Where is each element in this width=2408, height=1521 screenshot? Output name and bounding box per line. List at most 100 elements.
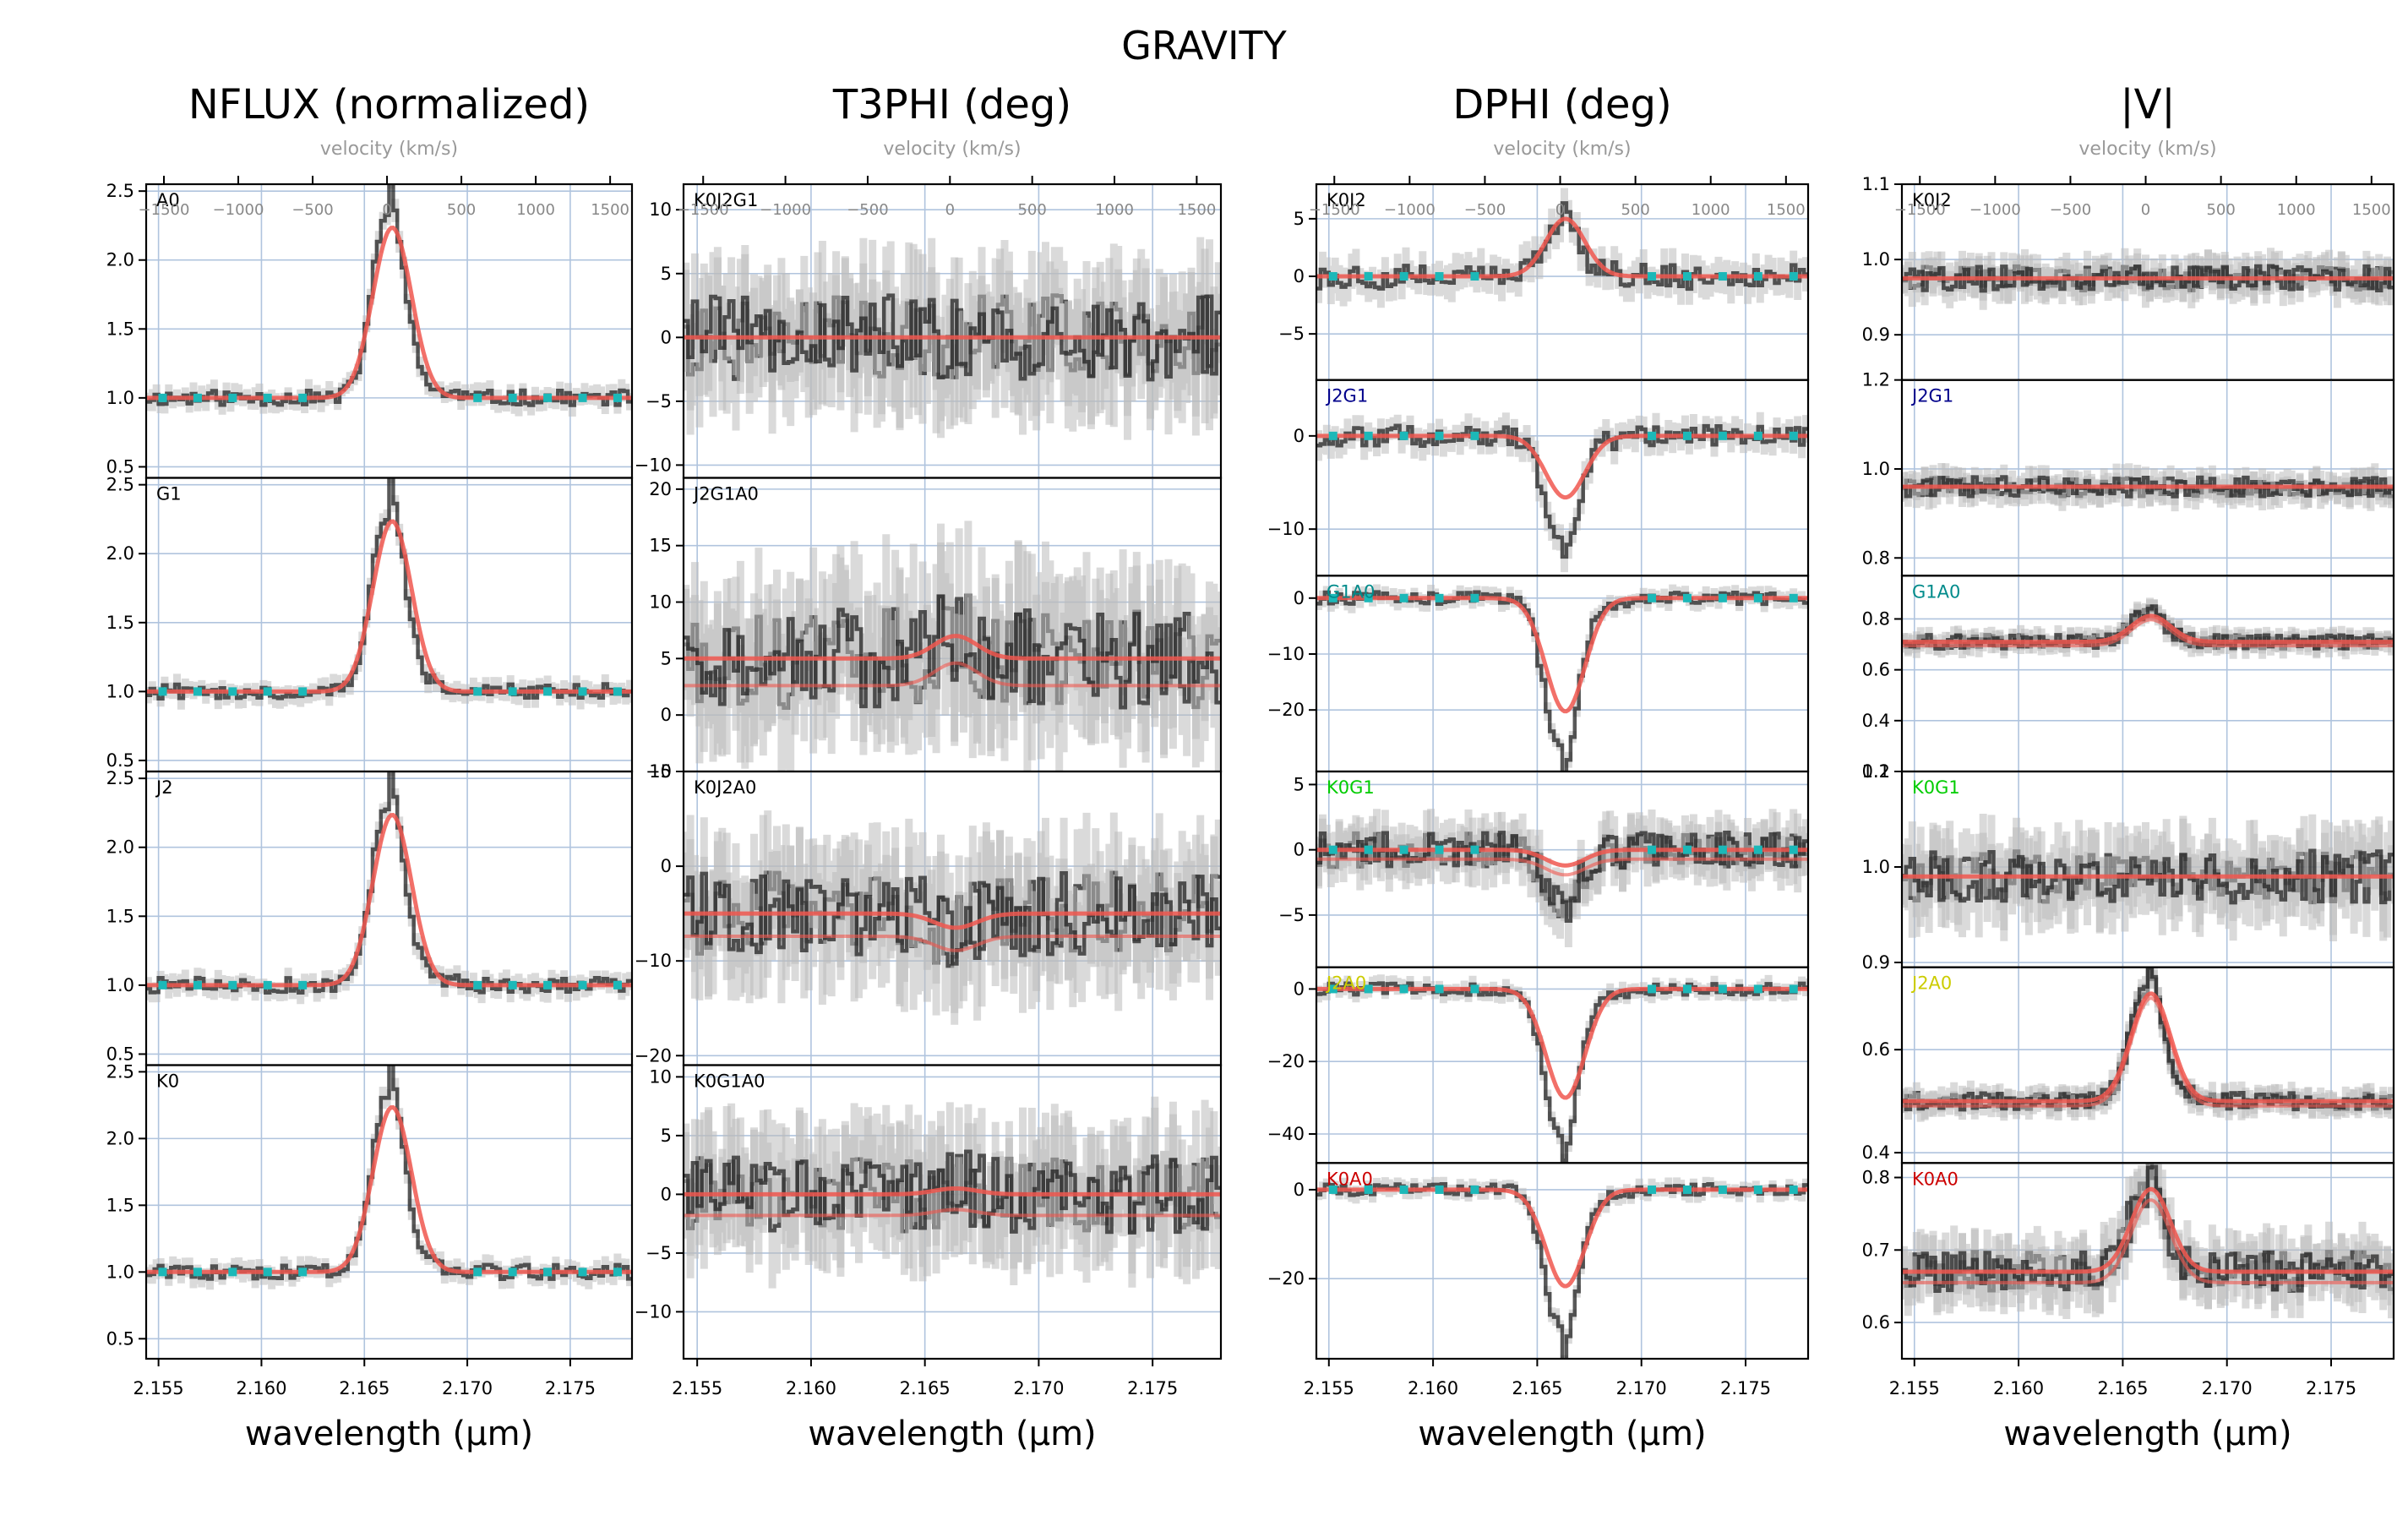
panel-label: G1A0 bbox=[1912, 581, 1960, 602]
y-tick-label: −20 bbox=[1267, 1268, 1305, 1289]
y-tick-label: 5 bbox=[1294, 209, 1305, 229]
plot-columns: NFLUX (normalized) velocity (km/s) 0.5 1.0 1… bbox=[106, 81, 2395, 1453]
continuum-marker bbox=[1789, 1185, 1798, 1194]
panel-label: K0J2G1 bbox=[694, 190, 758, 210]
panel-label: K0 bbox=[156, 1071, 179, 1092]
continuum-marker bbox=[1470, 845, 1479, 854]
continuum-marker bbox=[508, 687, 517, 696]
continuum-marker bbox=[1753, 593, 1762, 602]
continuum-marker bbox=[473, 687, 482, 696]
x-tick-label: 2.160 bbox=[236, 1378, 286, 1398]
velocity-tick-label: 1000 bbox=[516, 201, 555, 219]
y-tick-label: 2.0 bbox=[106, 837, 134, 858]
panel-k0g1: 0.9 1.0 1.1 K0G1 bbox=[1862, 761, 2395, 973]
observed-spectrum bbox=[684, 1149, 1221, 1235]
x-tick-label: 2.175 bbox=[2306, 1378, 2356, 1398]
figure-suptitle: GRAVITY bbox=[1121, 23, 1287, 68]
continuum-marker bbox=[578, 980, 587, 989]
y-tick-label: −5 bbox=[646, 761, 672, 782]
continuum-marker bbox=[613, 687, 622, 696]
continuum-marker bbox=[1753, 431, 1762, 440]
y-tick-label: 0.4 bbox=[1862, 1142, 1890, 1163]
continuum-marker bbox=[1718, 984, 1727, 994]
y-tick-label: −20 bbox=[635, 1045, 672, 1066]
panel-j2g1: 0.8 1.0 1.2 J2G1 bbox=[1862, 370, 2395, 577]
y-tick-label: 10 bbox=[649, 592, 672, 613]
continuum-marker bbox=[473, 1268, 482, 1277]
continuum-marker bbox=[1753, 984, 1762, 994]
y-tick-label: 2.5 bbox=[106, 1061, 134, 1082]
y-tick-label: −10 bbox=[635, 951, 672, 971]
panel-plot-area bbox=[1902, 814, 2394, 941]
continuum-marker bbox=[1789, 845, 1798, 854]
continuum-marker bbox=[543, 1268, 553, 1277]
y-tick-label: −5 bbox=[1278, 905, 1305, 925]
y-tick-label: −5 bbox=[1278, 324, 1305, 344]
continuum-marker bbox=[1682, 593, 1692, 602]
velocity-tick-label: −1500 bbox=[678, 201, 729, 219]
velocity-tick-label: −500 bbox=[2050, 201, 2091, 219]
continuum-marker bbox=[1718, 431, 1727, 440]
model-curve bbox=[146, 1104, 632, 1274]
continuum-marker bbox=[263, 1268, 272, 1277]
model-curve bbox=[684, 634, 1221, 661]
continuum-marker bbox=[228, 393, 237, 402]
continuum-marker bbox=[1470, 593, 1479, 602]
panel-label: K0J2 bbox=[1912, 190, 1952, 210]
panel-frame bbox=[1900, 1162, 2395, 1360]
panel-g1a0: 0.2 0.4 0.6 0.8 G1A0 bbox=[1862, 575, 2395, 782]
model-curve bbox=[1902, 1186, 2394, 1274]
continuum-marker bbox=[1364, 593, 1373, 602]
y-tick-label: 20 bbox=[649, 479, 672, 499]
x-axis-label: wavelength (μm) bbox=[245, 1415, 533, 1453]
y-tick-label: −5 bbox=[646, 1243, 672, 1263]
continuum-marker bbox=[543, 393, 553, 402]
continuum-marker bbox=[158, 980, 167, 989]
velocity-tick-label: 1000 bbox=[1692, 201, 1730, 219]
y-tick-label: 1.5 bbox=[106, 319, 134, 339]
y-tick-label: 0 bbox=[661, 856, 672, 876]
y-tick-label: 10 bbox=[649, 1066, 672, 1087]
continuum-marker bbox=[508, 393, 517, 402]
panel-label: K0G1A0 bbox=[694, 1071, 765, 1092]
y-tick-label: 0.8 bbox=[1862, 1167, 1890, 1187]
panel-plot-area bbox=[1902, 463, 2394, 512]
continuum-marker bbox=[1718, 593, 1727, 602]
velocity-tick-label: −1000 bbox=[213, 201, 264, 219]
panel-plot-area bbox=[684, 1096, 1221, 1289]
observed-spectrum bbox=[1902, 848, 2394, 905]
velocity-tick-label: 500 bbox=[2206, 201, 2235, 219]
x-tick-label: 2.170 bbox=[1616, 1378, 1667, 1398]
continuum-marker bbox=[1718, 1185, 1727, 1194]
observed-spectrum bbox=[146, 1065, 632, 1281]
panel-k0g1a0: −10 −5 0 5 10 K0G1A0 bbox=[635, 1064, 1223, 1366]
model-curve bbox=[1316, 986, 1808, 1100]
observed-spectrum bbox=[146, 477, 632, 701]
y-tick-label: 0.8 bbox=[1862, 608, 1890, 629]
velocity-axis-label: velocity (km/s) bbox=[2078, 139, 2216, 160]
velocity-tick-label: 1500 bbox=[1767, 201, 1806, 219]
panel-plot-area bbox=[146, 771, 632, 1005]
continuum-marker bbox=[1435, 984, 1444, 994]
continuum-marker bbox=[1648, 984, 1657, 994]
velocity-tick-label: −1000 bbox=[1969, 201, 2021, 219]
continuum-marker bbox=[1328, 984, 1337, 994]
continuum-marker bbox=[1470, 1185, 1479, 1194]
y-tick-label: 1.0 bbox=[106, 388, 134, 408]
x-tick-label: 2.155 bbox=[1304, 1378, 1354, 1398]
model-curve-2 bbox=[684, 1208, 1221, 1218]
y-tick-label: 1.0 bbox=[106, 1262, 134, 1282]
continuum-marker bbox=[578, 687, 587, 696]
x-tick-label: 2.170 bbox=[1013, 1378, 1064, 1398]
panel-j2g1: −10 0 J2G1 bbox=[1267, 379, 1810, 577]
panel-label: K0G1 bbox=[1327, 777, 1375, 798]
panel-a0: 0.5 1.0 1.5 2.0 2.5 A0−1500 −1000 −500 0 500 1000 1… bbox=[106, 176, 634, 479]
x-tick-label: 2.160 bbox=[1993, 1378, 2044, 1398]
y-tick-label: 10 bbox=[649, 199, 672, 220]
y-tick-label: −10 bbox=[1267, 644, 1305, 664]
panel-k0g1: −5 0 5 K0G1 bbox=[1278, 770, 1810, 968]
continuum-marker bbox=[1435, 845, 1444, 854]
continuum-marker bbox=[1470, 984, 1479, 994]
panel-plot-area bbox=[1316, 412, 1808, 573]
panel-k0j2: −5 0 5 K0J2−1500 −1000 −500 0 500 1000 1500 bbox=[1278, 176, 1810, 381]
